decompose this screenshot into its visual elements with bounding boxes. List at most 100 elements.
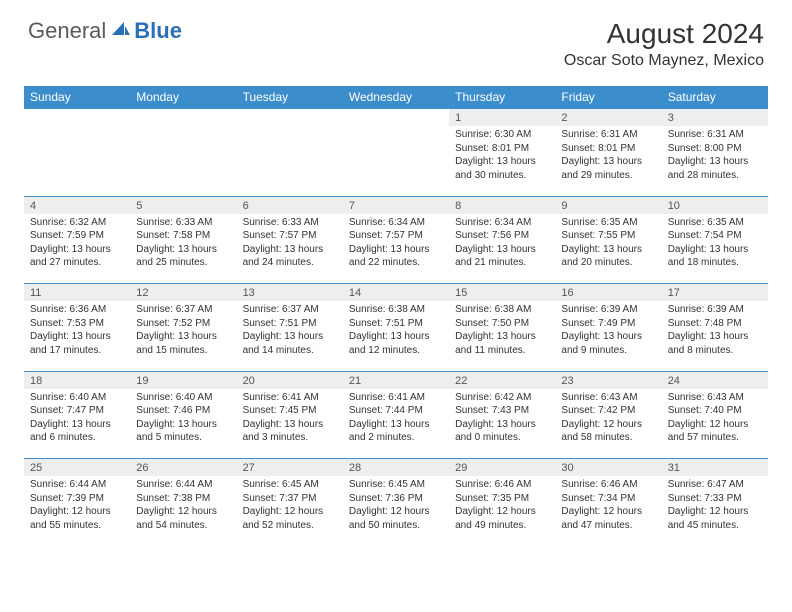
day-content-cell: Sunrise: 6:42 AMSunset: 7:43 PMDaylight:… [449,389,555,459]
sunset-text: Sunset: 8:01 PM [561,142,655,156]
daylight-text: Daylight: 13 hours and 2 minutes. [349,418,443,445]
sunset-text: Sunset: 7:53 PM [30,317,124,331]
day-content-cell: Sunrise: 6:40 AMSunset: 7:47 PMDaylight:… [24,389,130,459]
day-content-cell: Sunrise: 6:43 AMSunset: 7:42 PMDaylight:… [555,389,661,459]
sunrise-text: Sunrise: 6:37 AM [136,303,230,317]
day-number-cell: 28 [343,459,449,477]
location: Oscar Soto Maynez, Mexico [564,52,764,70]
day-number-cell: 13 [237,284,343,302]
day-number-row: 11121314151617 [24,284,768,302]
day-content-cell: Sunrise: 6:39 AMSunset: 7:49 PMDaylight:… [555,301,661,371]
day-number-cell: 1 [449,109,555,127]
daylight-text: Daylight: 13 hours and 21 minutes. [455,243,549,270]
day-number-cell: 17 [662,284,768,302]
weekday-cell: Sunday [24,86,130,109]
day-number-cell [130,109,236,127]
sunset-text: Sunset: 7:54 PM [668,229,762,243]
sunset-text: Sunset: 7:46 PM [136,404,230,418]
sunset-text: Sunset: 7:34 PM [561,492,655,506]
day-number-cell: 23 [555,371,661,389]
daylight-text: Daylight: 13 hours and 18 minutes. [668,243,762,270]
day-number-cell: 25 [24,459,130,477]
sunrise-text: Sunrise: 6:33 AM [243,216,337,230]
day-content-row: Sunrise: 6:44 AMSunset: 7:39 PMDaylight:… [24,476,768,546]
day-content-cell: Sunrise: 6:44 AMSunset: 7:39 PMDaylight:… [24,476,130,546]
day-number-cell: 29 [449,459,555,477]
daylight-text: Daylight: 12 hours and 47 minutes. [561,505,655,532]
month-title: August 2024 [564,18,764,50]
day-content-cell: Sunrise: 6:35 AMSunset: 7:54 PMDaylight:… [662,214,768,284]
day-number-cell: 4 [24,196,130,214]
day-number-cell: 18 [24,371,130,389]
calendar-table: SundayMondayTuesdayWednesdayThursdayFrid… [24,86,768,546]
sunrise-text: Sunrise: 6:41 AM [349,391,443,405]
logo-text-general: General [28,18,106,44]
calendar-body: SundayMondayTuesdayWednesdayThursdayFrid… [24,86,768,546]
day-content-row: Sunrise: 6:40 AM Sunset: 7:47 PM Daylight:… [24,389,768,459]
sunset-text: Sunset: 7:39 PM [30,492,124,506]
sunrise-text: Sunrise: 6:44 AM [136,478,230,492]
day-number-row: 25262728293031 [24,459,768,477]
day-content-cell: Sunrise: 6:46 AMSunset: 7:34 PMDaylight:… [555,476,661,546]
day-content-cell: Sunrise: 6:37 AMSunset: 7:51 PMDaylight:… [237,301,343,371]
daylight-text: Daylight: 13 hours and 8 minutes. [668,330,762,357]
page-header: General Blue August 2024 Oscar Soto Mayn… [0,0,792,78]
sunset-text: Sunset: 7:52 PM [136,317,230,331]
sunrise-text: Sunrise: 6:46 AM [455,478,549,492]
day-number-cell: 9 [555,196,661,214]
daylight-text: Daylight: 13 hours and 28 minutes. [668,155,762,182]
daylight-text: Daylight: 13 hours and 25 minutes. [136,243,230,270]
daylight-text: Daylight: 12 hours and 45 minutes. [668,505,762,532]
sunrise-text: Sunrise: 6:47 AM [668,478,762,492]
day-number-cell: 6 [237,196,343,214]
day-content-cell: Sunrise: 6:34 AMSunset: 7:57 PMDaylight:… [343,214,449,284]
daylight-text: Daylight: 13 hours and 22 minutes. [349,243,443,270]
sunrise-text: Sunrise: 6:32 AM [30,216,124,230]
day-content-cell: Sunrise: 6:31 AMSunset: 8:00 PMDaylight:… [662,126,768,196]
sunrise-text: Sunrise: 6:45 AM [349,478,443,492]
sunset-text: Sunset: 7:57 PM [243,229,337,243]
day-number-cell: 8 [449,196,555,214]
sunrise-text: Sunrise: 6:35 AM [561,216,655,230]
daylight-text: Daylight: 12 hours and 52 minutes. [243,505,337,532]
daylight-text: Daylight: 12 hours and 50 minutes. [349,505,443,532]
day-content-cell: Sunrise: 6:44 AMSunset: 7:38 PMDaylight:… [130,476,236,546]
day-content-cell: Sunrise: 6:34 AMSunset: 7:56 PMDaylight:… [449,214,555,284]
daylight-text: Daylight: 13 hours and 12 minutes. [349,330,443,357]
day-number-cell: 3 [662,109,768,127]
daylight-text: Daylight: 13 hours and 11 minutes. [455,330,549,357]
day-number-cell: 15 [449,284,555,302]
sunset-text: Sunset: 7:33 PM [668,492,762,506]
day-number-cell: 11 [24,284,130,302]
sunrise-text: Sunrise: 6:40 AM [136,391,230,405]
sunrise-text: Sunrise: 6:41 AM [243,391,337,405]
sunset-text: Sunset: 7:56 PM [455,229,549,243]
day-content-cell: Sunrise: 6:32 AMSunset: 7:59 PMDaylight:… [24,214,130,284]
day-number-cell: 14 [343,284,449,302]
day-content-cell [24,126,130,196]
sunset-text: Sunset: 7:38 PM [136,492,230,506]
daylight-text: Daylight: 13 hours and 3 minutes. [243,418,337,445]
sunrise-text: Sunrise: 6:44 AM [30,478,124,492]
day-number-cell: 5 [130,196,236,214]
weekday-cell: Tuesday [237,86,343,109]
daylight-text: Daylight: 12 hours and 57 minutes. [668,418,762,445]
sunrise-text: Sunrise: 6:39 AM [561,303,655,317]
sunrise-text: Sunrise: 6:39 AM [668,303,762,317]
sunset-text: Sunset: 7:45 PM [243,404,337,418]
sunset-text: Sunset: 7:51 PM [243,317,337,331]
day-number-cell: 31 [662,459,768,477]
weekday-row: SundayMondayTuesdayWednesdayThursdayFrid… [24,86,768,109]
sunrise-text: Sunrise: 6:31 AM [561,128,655,142]
day-content-row: Sunrise: 6:32 AMSunset: 7:59 PM Daylight:… [24,214,768,284]
sunset-text: Sunset: 7:59 PM [30,229,124,243]
day-number-cell: 7 [343,196,449,214]
day-content-cell: Sunrise: 6:33 AMSunset: 7:57 PMDaylight:… [237,214,343,284]
logo-text-blue: Blue [134,18,182,44]
day-number-cell [237,109,343,127]
sunrise-text: Sunrise: 6:33 AM [136,216,230,230]
sunset-text: Sunset: 7:35 PM [455,492,549,506]
daylight-text: Daylight: 13 hours and 9 minutes. [561,330,655,357]
day-content-cell: Sunrise: 6:43 AMSunset: 7:40 PMDaylight:… [662,389,768,459]
sunset-text: Sunset: 7:47 PM [30,404,124,418]
